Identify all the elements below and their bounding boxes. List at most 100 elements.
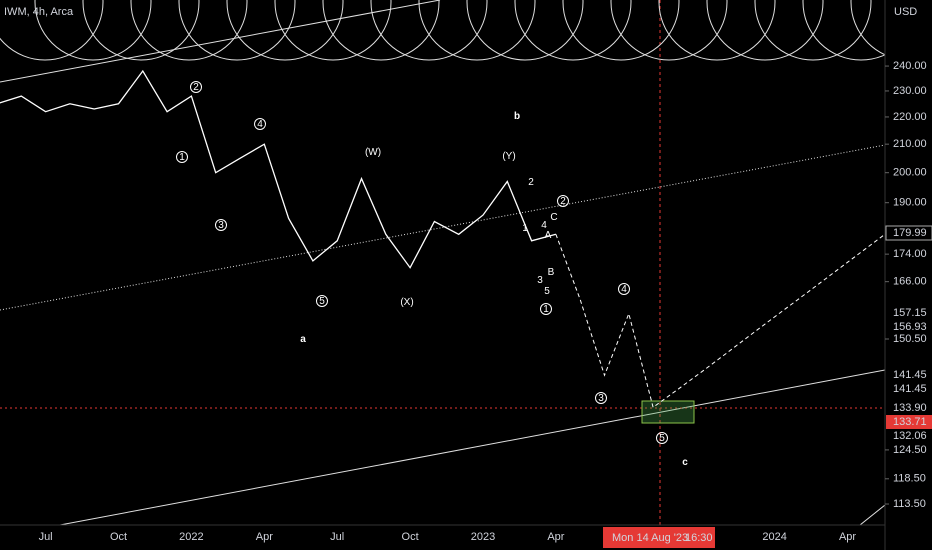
wave-label: 4 <box>621 284 627 295</box>
y-tick-label: 150.50 <box>893 333 927 345</box>
x-tick-label: 2024 <box>762 531 786 543</box>
channel-line <box>859 504 885 525</box>
arc <box>370 0 488 61</box>
arc <box>34 0 152 61</box>
price-box <box>885 225 932 241</box>
wave-circle <box>540 303 552 315</box>
y-tick-label: 200.00 <box>893 167 927 179</box>
price-box <box>886 306 932 320</box>
y-tick-label: 166.00 <box>893 276 927 288</box>
crosshair-box <box>603 527 715 548</box>
x-tick-label: Jul <box>330 531 344 543</box>
channel-line <box>59 369 885 525</box>
wave-label: 2 <box>193 82 199 93</box>
wave-label: 5 <box>319 296 325 307</box>
wave-label: 4 <box>257 119 263 130</box>
wave-label: (W) <box>365 147 381 158</box>
y-tick-label: 174.00 <box>893 248 927 260</box>
wave-circle <box>618 283 630 295</box>
x-tick-label: 2023 <box>471 531 495 543</box>
price-label: 156.93 <box>893 321 927 333</box>
wave-circle <box>656 432 668 444</box>
wave-label: 1 <box>522 223 528 234</box>
y-tick-label: 113.50 <box>893 498 926 510</box>
wave-label: 3 <box>598 393 604 404</box>
drawings <box>0 0 885 525</box>
x-tick-label: Oct <box>110 531 127 543</box>
arc <box>322 0 440 61</box>
wave-label: 5 <box>544 286 550 297</box>
channel-line <box>0 144 885 311</box>
arc <box>754 0 872 61</box>
wave-label: 2 <box>560 196 566 207</box>
wave-label: 3 <box>537 275 543 286</box>
arc <box>178 0 296 61</box>
y-tick-label: 190.00 <box>893 197 927 209</box>
crosshair-date: Mon 14 Aug '23 <box>612 532 688 544</box>
target-box <box>641 400 695 424</box>
wave-circle <box>254 118 266 130</box>
x-tick-label: Apr <box>839 531 856 543</box>
x-tick-label: Oct <box>402 531 419 543</box>
arc <box>418 0 536 61</box>
wave-label: 2 <box>528 177 534 188</box>
price-label: 132.06 <box>893 430 927 442</box>
price-label: 141.45 <box>893 369 927 381</box>
price-label: 157.15 <box>893 307 927 319</box>
y-tick-label: 220.00 <box>893 111 927 123</box>
arc <box>850 0 885 56</box>
arc <box>82 0 200 61</box>
price-label: 179.99 <box>893 227 927 239</box>
y-tick-label: 230.00 <box>893 85 927 97</box>
wave-circle <box>557 195 569 207</box>
price-line <box>0 69 557 269</box>
arc <box>610 0 728 61</box>
arc <box>802 0 885 61</box>
x-tick-label: Apr <box>547 531 564 543</box>
chart-title: IWM, 4h, Arca <box>4 6 74 18</box>
wave-label: b <box>514 111 520 122</box>
channel-line <box>0 0 441 83</box>
arc <box>562 0 680 61</box>
price-line <box>555 233 885 409</box>
price-box <box>886 320 932 334</box>
wave-label: (Y) <box>502 151 515 162</box>
wave-label: 3 <box>218 220 224 231</box>
x-tick-label: 2022 <box>179 531 203 543</box>
price-box <box>886 429 932 443</box>
arc <box>706 0 824 61</box>
arc <box>226 0 344 61</box>
price-box <box>886 382 932 396</box>
y-tick-label: 118.50 <box>893 473 926 485</box>
wave-label: 1 <box>543 304 549 315</box>
wave-circle <box>316 295 328 307</box>
y-tick-label: 210.00 <box>893 138 927 150</box>
wave-label: c <box>682 457 688 468</box>
price-box <box>886 368 932 382</box>
arc <box>130 0 248 61</box>
arc <box>0 0 104 61</box>
price-label: 133.71 <box>893 416 927 428</box>
price-label: 141.45 <box>893 383 927 395</box>
arc <box>514 0 632 61</box>
wave-label: 5 <box>659 433 665 444</box>
arc <box>274 0 392 61</box>
wave-label: 4 <box>541 220 547 231</box>
price-box <box>886 401 932 415</box>
wave-circle <box>215 219 227 231</box>
wave-circle <box>176 151 188 163</box>
price-label: 133.90 <box>893 402 927 414</box>
wave-label: 1 <box>179 152 185 163</box>
wave-label: a <box>300 334 306 345</box>
x-tick-label: Apr <box>256 531 273 543</box>
wave-label: B <box>548 267 555 278</box>
wave-circle <box>595 392 607 404</box>
arc <box>466 0 584 61</box>
crosshair-time: 16:30 <box>685 532 713 544</box>
currency: USD <box>894 6 917 18</box>
arc <box>658 0 776 61</box>
x-tick-label: Jul <box>39 531 53 543</box>
price-box <box>886 415 932 429</box>
wave-label: A <box>545 230 552 241</box>
